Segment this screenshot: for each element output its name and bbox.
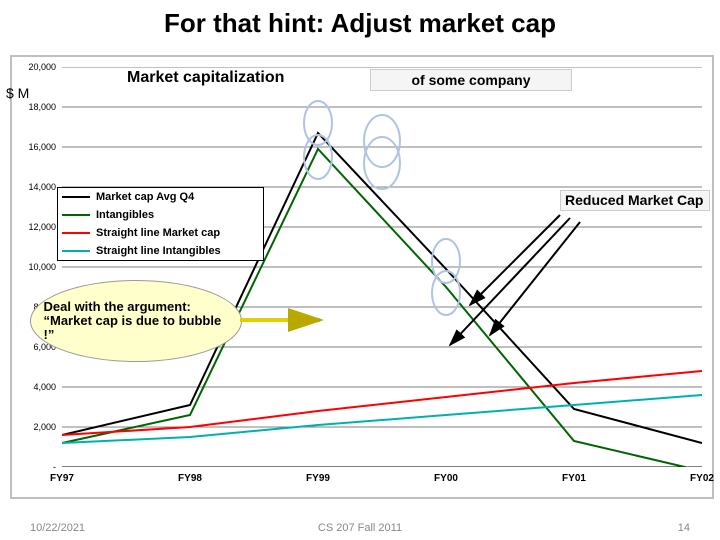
footer-course: CS 207 Fall 2011 [0,522,720,534]
legend-label: Market cap Avg Q4 [96,191,194,203]
legend-item: Market cap Avg Q4 [58,188,263,206]
plot-area [62,67,702,467]
legend-item: Straight line Intangibles [58,242,263,260]
y-tick-label: 18,000 [24,102,56,112]
legend-swatch [62,232,90,234]
callout-bubble: Deal with the argument:“Market cap is du… [30,280,242,362]
legend-label: Straight line Market cap [96,227,220,239]
legend-item: Straight line Market cap [58,224,263,242]
chart-container: Market capitalization Market cap Avg Q4 I… [10,55,714,499]
y-tick-label: 12,000 [24,222,56,232]
y-tick-label: 10,000 [24,262,56,272]
x-tick-label: FY02 [667,473,720,484]
y-tick-label: 20,000 [24,62,56,72]
legend-label: Straight line Intangibles [96,245,221,257]
legend-swatch [62,250,90,252]
legend: Market cap Avg Q4 Intangibles Straight lin… [57,187,264,261]
x-tick-label: FY99 [283,473,353,484]
y-axis-unit: $ M [6,85,29,101]
reduced-cap-label: Reduced Market Cap [560,190,710,211]
slide-title: For that hint: Adjust market cap [0,8,720,39]
x-tick-label: FY01 [539,473,609,484]
y-tick-label: 14,000 [24,182,56,192]
chart-title: Market capitalization [127,69,284,87]
x-tick-label: FY98 [155,473,225,484]
legend-swatch [62,196,90,198]
footer-page: 14 [678,522,690,534]
legend-item: Intangibles [58,206,263,224]
y-tick-label: 4,000 [24,382,56,392]
x-tick-label: FY00 [411,473,481,484]
x-tick-label: FY97 [27,473,97,484]
legend-swatch [62,214,90,216]
y-tick-label: - [24,462,56,472]
y-tick-label: 16,000 [24,142,56,152]
legend-label: Intangibles [96,209,154,221]
chart-svg [62,67,702,467]
y-tick-label: 2,000 [24,422,56,432]
subtitle-overlay: of some company [370,69,572,91]
callout-text: Deal with the argument:“Market cap is du… [44,300,229,343]
